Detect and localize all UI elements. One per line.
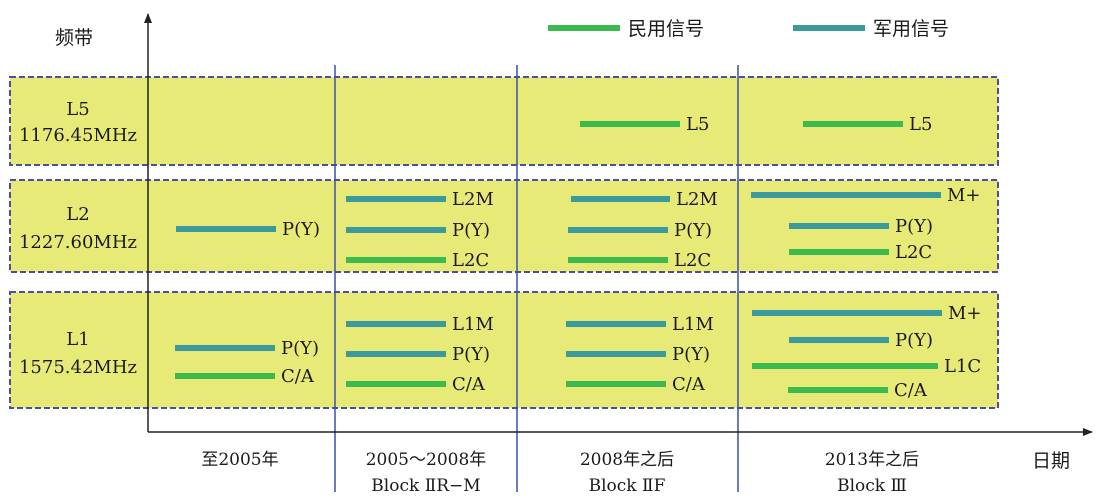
- era-labels: 至2005年 2005～2008年 Block ⅡR−M 2008年之后 Blo…: [201, 450, 919, 496]
- signal-label: L1M: [452, 314, 494, 335]
- signal-label: L2M: [452, 189, 494, 210]
- legend-civil-label: 民用信号: [628, 18, 704, 40]
- band-label-name-l5: L5: [66, 99, 89, 120]
- era-sublabel-3: Block Ⅲ: [837, 476, 907, 496]
- signal-label: C/A: [672, 374, 706, 395]
- x-axis-label: 日期: [1032, 450, 1070, 472]
- signal-label: P(Y): [282, 219, 320, 240]
- signal-label: P(Y): [452, 220, 490, 241]
- signal-label: M+: [947, 185, 981, 206]
- era-label-0: 至2005年: [201, 450, 278, 470]
- legend: 民用信号 军用信号: [548, 18, 949, 40]
- signal-label: P(Y): [674, 220, 712, 241]
- signal-label: L2C: [895, 242, 932, 263]
- signal-label: L5: [686, 114, 709, 135]
- band-label-freq-l1: 1575.42MHz: [19, 357, 137, 378]
- signal-label: L1C: [944, 356, 981, 377]
- signal-label: P(Y): [672, 344, 710, 365]
- band-label-freq-l5: 1176.45MHz: [19, 125, 137, 146]
- band-label-name-l1: L1: [66, 329, 89, 350]
- signal-label: P(Y): [281, 338, 319, 359]
- signal-label: C/A: [894, 380, 928, 401]
- signal-label: L2M: [676, 189, 718, 210]
- era-sublabel-2: Block ⅡF: [589, 476, 666, 496]
- legend-military-label: 军用信号: [873, 18, 949, 40]
- signal-label: C/A: [281, 366, 315, 387]
- signal-label: P(Y): [895, 216, 933, 237]
- y-axis-label: 频带: [55, 27, 93, 49]
- signal-label: L2C: [452, 250, 489, 271]
- era-label-3: 2013年之后: [825, 450, 919, 470]
- era-sublabel-1: Block ⅡR−M: [371, 476, 480, 496]
- signal-label: P(Y): [895, 330, 933, 351]
- era-label-1: 2005～2008年: [366, 450, 487, 470]
- signal-label: M+: [948, 303, 982, 324]
- signal-label: C/A: [452, 374, 486, 395]
- signal-label: L1M: [672, 314, 714, 335]
- band-label-name-l2: L2: [66, 204, 89, 225]
- era-label-2: 2008年之后: [580, 450, 674, 470]
- signal-label: P(Y): [452, 344, 490, 365]
- signal-label: L2C: [674, 250, 711, 271]
- band-label-freq-l2: 1227.60MHz: [19, 232, 137, 253]
- signal-label: L5: [909, 114, 932, 135]
